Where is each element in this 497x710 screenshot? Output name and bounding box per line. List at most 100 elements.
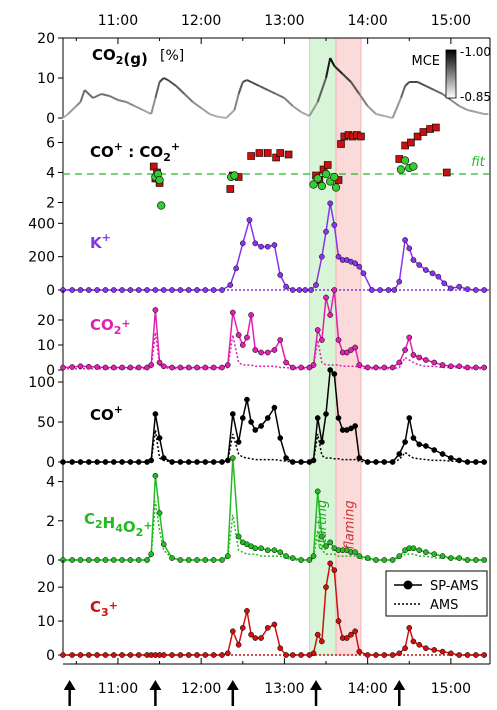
c3-ion-point: [219, 652, 225, 658]
ratio-circle-point: [396, 165, 406, 174]
co2-ion-point: [423, 357, 429, 363]
co2-gas-title: CO2(g): [92, 46, 148, 68]
c2h4o2-ion-point: [102, 557, 109, 563]
k-point: [219, 287, 225, 293]
co-ion-point: [348, 425, 354, 432]
k-point: [352, 260, 359, 267]
co2-ion-point: [314, 327, 321, 333]
c2h4o2-ion-sp-ams-line: [63, 458, 485, 561]
y-tick-label: 10: [37, 71, 55, 87]
c2h4o2-ion-point: [148, 551, 155, 557]
k-point: [368, 287, 375, 293]
co-ion-point: [331, 371, 338, 377]
co2-gas-segment: [292, 105, 302, 113]
c2h4o2-ion-point: [210, 557, 217, 563]
ignition-arrow-head: [63, 680, 76, 690]
time-tick-label: 12:00: [181, 681, 221, 697]
k-point: [169, 287, 175, 293]
c3-ion-point: [381, 652, 388, 658]
co-ion-point: [271, 404, 278, 411]
co2-gas-segment: [458, 105, 468, 111]
c2h4o2-ion-point: [283, 553, 289, 559]
c2h4o2-ion-point: [119, 557, 125, 563]
time-tick-label: 13:00: [264, 681, 304, 697]
k-point: [331, 222, 338, 228]
c2h4o2-ion-point: [235, 533, 242, 540]
k-point: [319, 253, 325, 260]
c3-ion-point: [210, 652, 217, 658]
co2-ion-point: [464, 364, 471, 371]
co2-ion-point: [277, 337, 284, 343]
c2h4o2-ion-point: [85, 557, 92, 563]
c3-ion-point: [439, 648, 446, 655]
co-ion-point: [277, 435, 284, 441]
c3-ion-point: [352, 628, 359, 635]
k-point: [283, 283, 289, 290]
ratio-square-point: [226, 185, 235, 193]
co-ion-point: [229, 411, 236, 417]
y-tick-label: 10: [37, 614, 55, 630]
k-point: [77, 287, 84, 293]
co2-ion-point: [319, 337, 325, 343]
c2h4o2-ion-point: [464, 557, 471, 563]
co-ion-point: [364, 459, 371, 465]
c3-ion-point: [335, 618, 342, 624]
k-point: [258, 243, 264, 250]
c3-ion-point: [169, 652, 175, 658]
co-ion-point: [410, 435, 417, 441]
k-point: [102, 287, 109, 293]
co-ion-point: [373, 459, 379, 465]
k-point: [385, 287, 392, 293]
co2-ion-point: [202, 364, 209, 371]
co-ion-point: [423, 443, 429, 449]
c2h4o2-ion-point: [439, 553, 446, 559]
co2-ion-point: [406, 334, 413, 341]
co-ion-point: [327, 367, 334, 373]
k-point: [271, 242, 278, 248]
c2h4o2-ion-point: [314, 488, 321, 495]
c2h4o2-ion-point: [389, 557, 396, 563]
k-point: [410, 257, 417, 263]
co2-gas-segment: [425, 85, 435, 91]
co2-gas-segment: [154, 81, 161, 99]
c2h4o2-ion-point: [448, 555, 454, 561]
y-tick-label: 0: [46, 283, 55, 299]
k-point: [377, 287, 383, 293]
c3-ion-point: [431, 647, 438, 653]
c3-ion-point: [248, 631, 254, 638]
c3-ion-point: [271, 621, 278, 628]
co2-ion-point: [144, 364, 150, 371]
y-tick-label: 2: [46, 196, 55, 212]
co2-ion-point: [481, 364, 488, 371]
co-ion-point: [177, 459, 184, 465]
co2-gas-segment: [384, 115, 393, 119]
co-ion-point: [310, 457, 317, 464]
co2-ion-point: [244, 334, 250, 341]
co2-ion-point: [169, 364, 175, 371]
co-ion-point: [148, 457, 155, 464]
c3-ion-point: [416, 641, 423, 648]
c3-ion-point: [194, 652, 200, 658]
co2-ion-point: [456, 363, 463, 370]
ratio-circle-point: [230, 171, 239, 180]
c2h4o2-ion-point: [144, 557, 150, 563]
co-ion-point: [160, 455, 167, 461]
co2-ion-point: [381, 364, 388, 371]
k-point: [391, 287, 398, 293]
k-point: [296, 287, 303, 293]
k-point: [277, 272, 284, 278]
mce-tick-top: -1.00: [460, 45, 491, 59]
k-point: [94, 287, 100, 293]
ratio-square-point: [413, 132, 422, 141]
c2h4o2-ion-point: [431, 551, 438, 557]
co-ion-point: [127, 459, 134, 465]
k-point: [360, 270, 367, 277]
co2-ion-point: [352, 344, 359, 351]
co-ion-point: [264, 415, 271, 421]
co2-gas-segment: [404, 81, 410, 87]
co2-ion-point: [85, 363, 92, 370]
ratio-square-point: [272, 153, 280, 162]
y-tick-label: 4: [46, 475, 55, 491]
y-tick-label: 0: [46, 363, 55, 379]
